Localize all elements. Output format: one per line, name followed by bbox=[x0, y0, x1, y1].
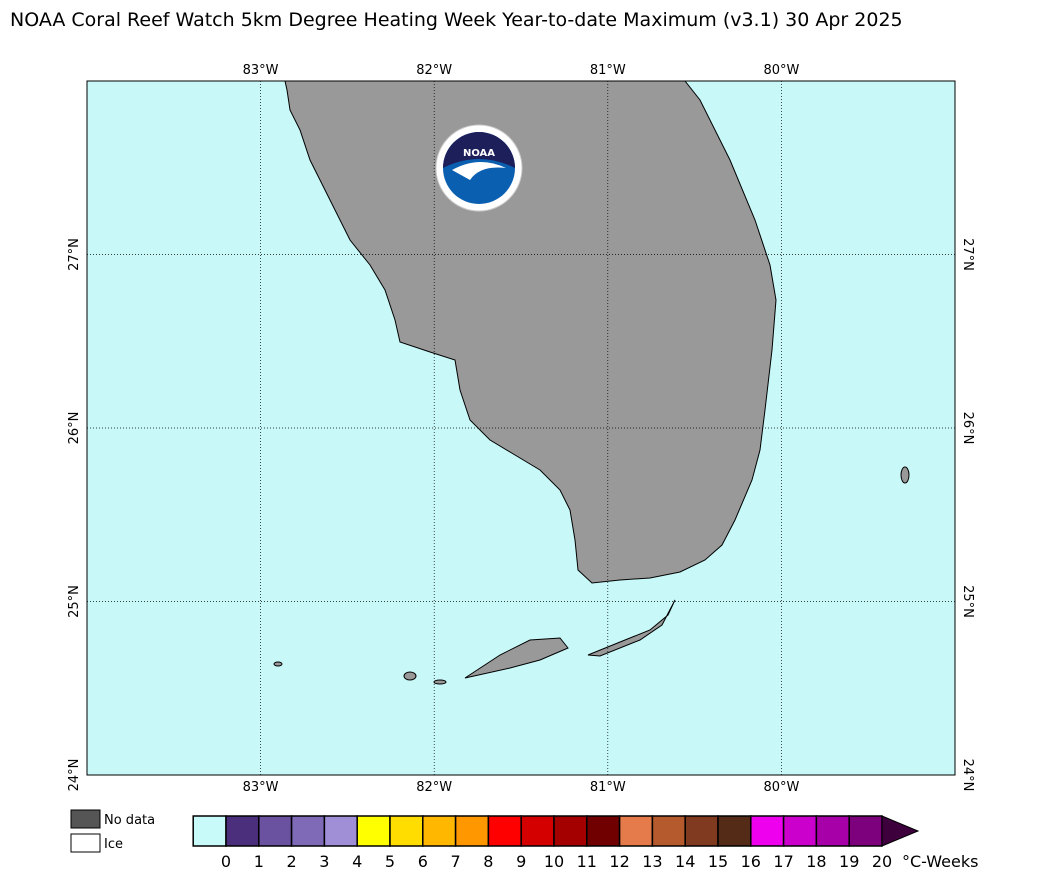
colorbar-tick-label: 16 bbox=[741, 852, 761, 871]
color-box bbox=[618, 815, 654, 847]
keys bbox=[587, 599, 676, 657]
color-box bbox=[323, 815, 358, 847]
lon-tick-label: 82°W bbox=[416, 780, 452, 795]
lon-tick-label: 81°W bbox=[590, 63, 626, 78]
color-box bbox=[454, 815, 490, 847]
color-box bbox=[651, 815, 686, 847]
color-box bbox=[684, 815, 719, 847]
lon-tick-label: 80°W bbox=[763, 780, 799, 795]
island bbox=[403, 671, 417, 681]
color-box bbox=[258, 815, 293, 847]
color-box bbox=[356, 815, 391, 847]
logo-gull bbox=[452, 161, 506, 180]
legend-swatch bbox=[70, 833, 101, 853]
legend-label: No data bbox=[104, 813, 155, 828]
lat-tick-label: 26°N bbox=[67, 412, 82, 445]
color-box bbox=[586, 815, 621, 847]
color-box bbox=[290, 815, 326, 847]
color-box bbox=[422, 815, 457, 847]
color-box bbox=[553, 815, 588, 847]
island bbox=[900, 466, 910, 484]
florida bbox=[284, 80, 777, 584]
colorbar-tick-label: 7 bbox=[451, 852, 461, 871]
colorbar-tick-label: 15 bbox=[708, 852, 728, 871]
colorbar-tick-label: 4 bbox=[352, 852, 362, 871]
colorbar-tick-label: 13 bbox=[642, 852, 662, 871]
colorbar-tick-label: 3 bbox=[319, 852, 329, 871]
colorbar-tick-label: 12 bbox=[609, 852, 629, 871]
lon-tick-label: 80°W bbox=[763, 63, 799, 78]
color-box bbox=[487, 815, 522, 847]
color-box bbox=[225, 815, 260, 847]
lat-tick-label: 27°N bbox=[960, 238, 975, 271]
legend-label: Ice bbox=[104, 837, 123, 852]
colorbar-tick-label: 5 bbox=[385, 852, 395, 871]
lon-tick-label: 83°W bbox=[243, 780, 279, 795]
colorbar-tick-label: 2 bbox=[287, 852, 297, 871]
title: NOAA Coral Reef Watch 5km Degree Heating… bbox=[10, 9, 903, 31]
colorbar: 0 1 2 3 4 5 6 7 8 9 10 11 12 13 14 15 16 17 18 19 20 °C-Weeks bbox=[192, 815, 978, 871]
colorbar-tick-label: 20 bbox=[872, 852, 892, 871]
colorbar-tick-label: 17 bbox=[773, 852, 793, 871]
lon-tick-label: 82°W bbox=[416, 63, 452, 78]
colorbar-tick-label: 9 bbox=[516, 852, 526, 871]
lat-tick-label: 25°N bbox=[67, 585, 82, 618]
lat-tick-label: 24°N bbox=[67, 759, 82, 792]
color-box bbox=[389, 815, 424, 847]
colorbar-tick-label: 14 bbox=[675, 852, 695, 871]
logo: NOAA bbox=[435, 124, 523, 212]
legend-swatch bbox=[70, 809, 101, 829]
color-box bbox=[192, 815, 227, 847]
logo-top bbox=[443, 132, 515, 168]
lon-tick-label: 81°W bbox=[590, 780, 626, 795]
colorbar-tick-label: 10 bbox=[544, 852, 564, 871]
color-box bbox=[782, 815, 818, 847]
lon-tick-label: 83°W bbox=[243, 63, 279, 78]
map-frame bbox=[86, 80, 956, 776]
colorbar-tick-label: 0 bbox=[221, 852, 231, 871]
legend: No data Ice bbox=[70, 809, 155, 853]
lat-tick-label: 26°N bbox=[960, 412, 975, 445]
island bbox=[273, 661, 283, 667]
lat-tick-label: 25°N bbox=[960, 585, 975, 618]
color-box bbox=[717, 815, 752, 847]
colorbar-tick-label: 1 bbox=[254, 852, 264, 871]
keys bbox=[464, 637, 569, 679]
lat-tick-label: 24°N bbox=[960, 759, 975, 792]
colorbar-tick-label: 11 bbox=[577, 852, 597, 871]
colorbar-tick-label: 19 bbox=[839, 852, 859, 871]
logo-text: NOAA bbox=[463, 148, 495, 159]
lat-tick-label: 27°N bbox=[67, 238, 82, 271]
colorbar-tick-label: 6 bbox=[418, 852, 428, 871]
color-box bbox=[520, 815, 555, 847]
color-box bbox=[815, 815, 850, 847]
color-box bbox=[750, 815, 785, 847]
colorbar-unit: °C-Weeks bbox=[902, 852, 978, 871]
color-extension bbox=[881, 815, 920, 847]
colorbar-tick-label: 18 bbox=[806, 852, 826, 871]
island bbox=[433, 679, 447, 685]
colorbar-tick-label: 8 bbox=[483, 852, 493, 871]
color-box bbox=[848, 815, 883, 847]
land bbox=[273, 80, 910, 685]
